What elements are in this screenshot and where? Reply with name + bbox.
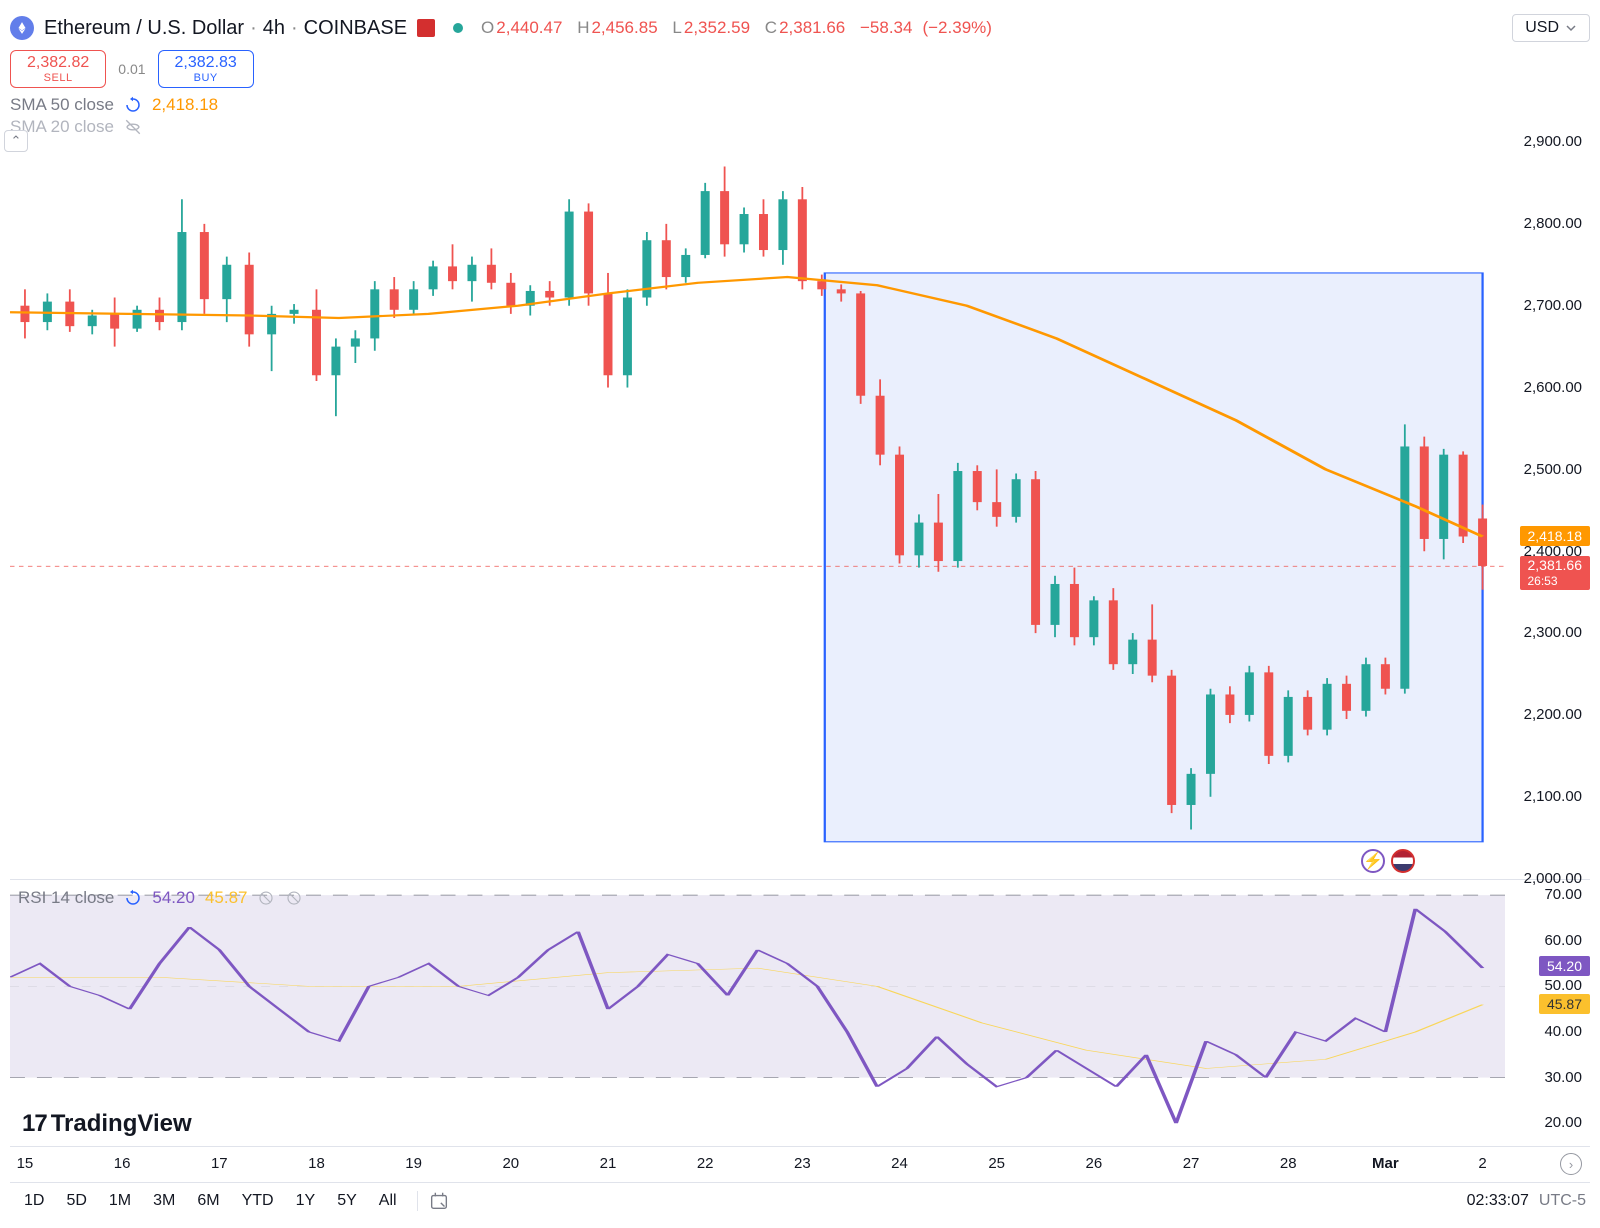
- sell-button[interactable]: 2,382.82 SELL: [10, 50, 106, 88]
- price-tick: 2,000.00: [1524, 870, 1582, 887]
- refresh-icon: [124, 96, 142, 114]
- timeframe-ytd[interactable]: YTD: [232, 1188, 284, 1214]
- time-tick: 22: [697, 1155, 714, 1172]
- time-tick: 24: [891, 1155, 908, 1172]
- rsi-tick: 40.00: [1544, 1023, 1582, 1040]
- expand-button[interactable]: ⌃: [4, 130, 28, 152]
- last-price-tag: 2,381.6626:53: [1520, 556, 1591, 591]
- rsi-value-tag: 54.20: [1539, 956, 1590, 976]
- ohlc-readout: O2,440.47 H2,456.85 L2,352.59 C2,381.66 …: [481, 18, 1002, 38]
- rsi-tick: 50.00: [1544, 977, 1582, 994]
- rsi-tick: 20.00: [1544, 1114, 1582, 1131]
- sma-price-tag: 2,418.18: [1520, 526, 1591, 546]
- price-axis[interactable]: 2,000.002,100.002,200.002,300.002,400.00…: [1505, 142, 1590, 879]
- symbol-header: Ethereum / U.S. Dollar·4h·COINBASE O2,44…: [10, 10, 1590, 50]
- tradingview-logo[interactable]: 17TradingView: [22, 1110, 192, 1138]
- time-tick: 26: [1086, 1155, 1103, 1172]
- price-chart-pane[interactable]: ⚡ 2,000.002,100.002,200.002,300.002,400.…: [10, 142, 1590, 880]
- flag-icon: [417, 19, 435, 37]
- time-tick: 2: [1478, 1155, 1486, 1172]
- timeframe-5y[interactable]: 5Y: [327, 1188, 367, 1214]
- rsi-tick: 70.00: [1544, 886, 1582, 903]
- us-flag-icon[interactable]: [1391, 849, 1415, 873]
- rsi-tick: 60.00: [1544, 932, 1582, 949]
- price-tick: 2,700.00: [1524, 297, 1582, 314]
- price-tick: 2,300.00: [1524, 624, 1582, 641]
- rsi-value-tag: 45.87: [1539, 994, 1590, 1014]
- sma50-row[interactable]: SMA 50 close 2,418.18: [10, 94, 1590, 116]
- flash-icon[interactable]: ⚡: [1361, 849, 1385, 873]
- time-tick: 27: [1183, 1155, 1200, 1172]
- rsi-tick: 30.00: [1544, 1069, 1582, 1086]
- symbol-name[interactable]: Ethereum / U.S. Dollar·4h·COINBASE: [44, 17, 407, 40]
- timeframe-1d[interactable]: 1D: [14, 1188, 54, 1214]
- chevron-down-icon: [1565, 22, 1577, 34]
- market-status-dot: [453, 23, 463, 33]
- time-tick: 21: [600, 1155, 617, 1172]
- eye-off-icon: [124, 118, 142, 136]
- sma20-row[interactable]: SMA 20 close: [10, 116, 1590, 138]
- time-tick: 19: [405, 1155, 422, 1172]
- timeframe-toolbar: 1D5D1M3M6MYTD1Y5YAll 02:33:07 UTC-5: [10, 1182, 1590, 1218]
- eye-off-icon: [257, 889, 275, 907]
- time-tick: 17: [211, 1155, 228, 1172]
- time-axis[interactable]: › 15 16 17 18 19 20 21 22 23 24 25 26 27 28 Mar 2: [10, 1146, 1590, 1182]
- spread-value: 0.01: [118, 61, 145, 77]
- scroll-to-end-icon[interactable]: ›: [1560, 1153, 1582, 1175]
- clock-readout[interactable]: 02:33:07 UTC-5: [1467, 1192, 1586, 1210]
- eye-off-icon: [285, 889, 303, 907]
- timeframe-all[interactable]: All: [369, 1188, 407, 1214]
- price-tick: 2,500.00: [1524, 461, 1582, 478]
- timeframe-3m[interactable]: 3M: [143, 1188, 185, 1214]
- price-tick: 2,100.00: [1524, 788, 1582, 805]
- price-tick: 2,200.00: [1524, 706, 1582, 723]
- buy-button[interactable]: 2,382.83 BUY: [158, 50, 254, 88]
- time-tick: 28: [1280, 1155, 1297, 1172]
- time-tick: 16: [114, 1155, 131, 1172]
- timeframe-5d[interactable]: 5D: [56, 1188, 96, 1214]
- rsi-pane[interactable]: RSI 14 close 54.20 45.87 17TradingView 2…: [10, 886, 1590, 1146]
- time-tick: 23: [794, 1155, 811, 1172]
- rsi-header[interactable]: RSI 14 close 54.20 45.87: [18, 886, 303, 912]
- calendar-icon[interactable]: [428, 1190, 450, 1212]
- time-tick: 20: [502, 1155, 519, 1172]
- rsi-axis[interactable]: 20.00 30.00 40.00 50.00 60.00 70.00 54.20 45.87: [1505, 886, 1590, 1146]
- price-tick: 2,600.00: [1524, 379, 1582, 396]
- price-tick: 2,900.00: [1524, 133, 1582, 150]
- bid-ask-row: 2,382.82 SELL 0.01 2,382.83 BUY: [10, 50, 1590, 94]
- time-tick: 15: [17, 1155, 34, 1172]
- time-tick: 18: [308, 1155, 325, 1172]
- timeframe-6m[interactable]: 6M: [187, 1188, 229, 1214]
- refresh-icon: [124, 889, 142, 907]
- time-tick: 25: [988, 1155, 1005, 1172]
- time-tick: Mar: [1372, 1155, 1399, 1172]
- timeframe-1y[interactable]: 1Y: [286, 1188, 326, 1214]
- timeframe-1m[interactable]: 1M: [99, 1188, 141, 1214]
- currency-select[interactable]: USD: [1512, 14, 1590, 42]
- ethereum-icon: [10, 16, 34, 40]
- price-tick: 2,800.00: [1524, 215, 1582, 232]
